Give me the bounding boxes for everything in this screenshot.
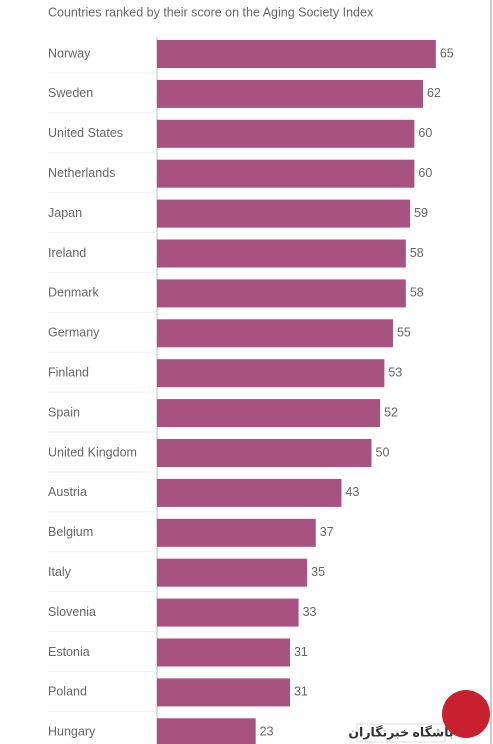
- value-label: 31: [294, 685, 308, 699]
- bar: [157, 279, 406, 308]
- y-tick-label: Japan: [48, 206, 82, 220]
- bar: [157, 518, 316, 547]
- y-tick-label: Netherlands: [48, 166, 115, 180]
- bar: [157, 439, 372, 467]
- y-tick-label: Sweden: [48, 86, 93, 100]
- y-tick-label: Slovenia: [48, 605, 96, 619]
- bar: [157, 558, 308, 587]
- chart-title: Countries ranked by their score on the A…: [48, 5, 374, 19]
- bar: [157, 159, 415, 188]
- watermark: باشگاه خبرنگاران: [348, 690, 490, 743]
- value-label: 33: [303, 605, 317, 619]
- value-label: 60: [418, 166, 432, 180]
- bar: [157, 199, 411, 228]
- value-label: 37: [320, 525, 334, 539]
- bar: [157, 359, 385, 388]
- value-label: 52: [384, 405, 398, 419]
- value-label: 59: [414, 206, 428, 220]
- bar: [157, 718, 256, 744]
- value-label: 62: [427, 86, 441, 100]
- bar: [157, 319, 393, 348]
- value-label: 53: [388, 365, 402, 379]
- watermark-box: [356, 723, 446, 743]
- y-tick-label: Estonia: [48, 645, 90, 659]
- y-tick-label: Austria: [48, 485, 87, 499]
- bar: [157, 239, 406, 268]
- value-label: 23: [260, 725, 274, 739]
- bar: [157, 79, 423, 108]
- y-tick-label: Spain: [48, 405, 80, 419]
- bar: [157, 478, 342, 507]
- bar: [157, 399, 381, 428]
- value-label: 58: [410, 246, 424, 260]
- bar: [157, 598, 299, 627]
- bar: [157, 638, 290, 667]
- watermark-text: باشگاه خبرنگاران: [348, 724, 453, 739]
- value-label: 55: [397, 326, 411, 340]
- value-label: 60: [418, 126, 432, 140]
- y-tick-label: Germany: [48, 326, 100, 340]
- bar: [157, 119, 415, 148]
- y-tick-label: United States: [48, 126, 123, 140]
- value-label: 43: [345, 485, 359, 499]
- value-label: 58: [410, 286, 424, 300]
- y-tick-label: Poland: [48, 685, 87, 699]
- value-label: 50: [376, 445, 390, 459]
- value-label: 65: [440, 46, 454, 60]
- y-tick-label: Belgium: [48, 525, 93, 539]
- bar: [157, 40, 436, 68]
- value-label: 31: [294, 645, 308, 659]
- y-tick-label: Italy: [48, 565, 72, 579]
- y-tick-label: United Kingdom: [48, 445, 137, 459]
- y-tick-label: Norway: [48, 46, 91, 60]
- y-tick-label: Finland: [48, 365, 89, 379]
- y-tick-label: Denmark: [48, 286, 99, 300]
- bar: [157, 678, 290, 707]
- watermark-logo: [442, 690, 490, 738]
- value-label: 35: [311, 565, 325, 579]
- y-tick-label: Ireland: [48, 246, 86, 260]
- y-tick-label: Hungary: [48, 725, 96, 739]
